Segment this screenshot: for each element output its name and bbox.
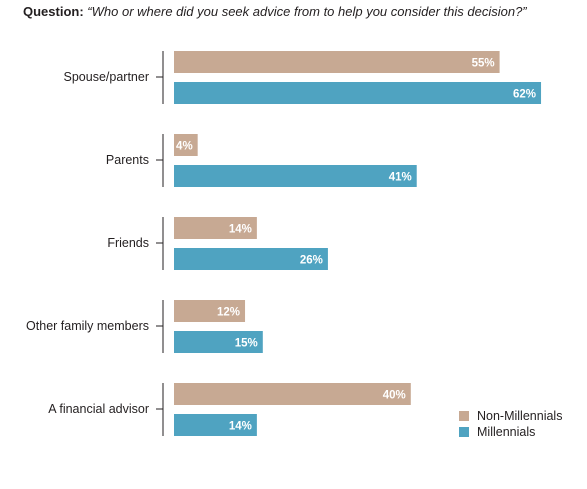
category-label-spouse-partner: Spouse/partner [64,70,149,84]
data-label-non-millennials-spouse-partner: 55% [472,58,495,70]
question-text: “Who or where did you seek advice from t… [87,4,527,19]
bar-non-millennials-a-financial-advisor [174,383,411,405]
data-label-millennials-a-financial-advisor: 14% [229,421,252,433]
legend-swatch-millennials [459,427,469,437]
bar-millennials-friends [174,248,328,270]
question-label: Question: [23,4,84,19]
bar-non-millennials-parents [174,134,198,156]
legend-label-non-millennials: Non-Millennials [477,409,563,423]
category-label-friends: Friends [107,236,149,250]
legend-item-non-millennials: Non-Millennials [459,408,562,424]
category-label-a-financial-advisor: A financial advisor [48,402,149,416]
bar-millennials-spouse-partner [174,82,542,104]
data-label-non-millennials-a-financial-advisor: 40% [383,390,406,402]
bar-millennials-parents [174,165,417,187]
data-label-non-millennials-friends: 14% [229,224,252,236]
data-label-non-millennials-parents: 4% [176,141,193,153]
data-label-millennials-parents: 41% [389,172,412,184]
data-label-millennials-friends: 26% [300,255,323,267]
data-label-millennials-spouse-partner: 62% [513,89,536,101]
bar-non-millennials-spouse-partner [174,51,500,73]
bar-millennials-other-family-members [174,331,263,353]
data-label-millennials-other-family-members: 15% [235,338,258,350]
category-label-other-family-members: Other family members [26,319,149,333]
data-label-non-millennials-other-family-members: 12% [217,307,240,319]
legend-item-millennials: Millennials [459,424,562,440]
bar-non-millennials-other-family-members [174,300,246,322]
category-label-parents: Parents [106,153,149,167]
legend-label-millennials: Millennials [477,425,536,439]
question-heading: Question: “Who or where did you seek adv… [23,4,583,19]
chart-legend: Non-Millennials Millennials [459,408,562,440]
legend-swatch-non-millennials [459,411,469,421]
bar-non-millennials-friends [174,217,257,239]
bar-millennials-a-financial-advisor [174,414,257,436]
